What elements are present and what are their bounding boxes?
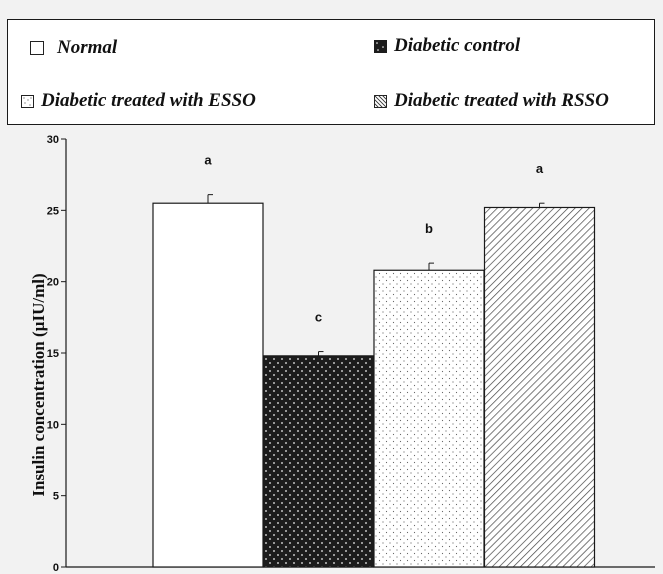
legend-label: Diabetic treated with ESSO — [41, 90, 256, 111]
y-tick-label: 10 — [47, 419, 59, 431]
bar — [152, 202, 264, 568]
y-tick-label: 30 — [47, 134, 59, 146]
significance-letter: a — [204, 153, 212, 168]
legend: Normal Diabetic control Diabetic treated… — [7, 19, 655, 125]
legend-label: Normal — [57, 37, 118, 58]
legend-item-diabetic-control: Diabetic control — [374, 35, 520, 57]
significance-letter: b — [425, 221, 433, 236]
legend-swatch-diagonal-hatch — [374, 94, 387, 108]
y-axis-label: Insulin concentration (µIU/ml) — [29, 273, 48, 496]
legend-swatch-white — [30, 41, 44, 55]
legend-swatch-dark-dots — [374, 39, 387, 53]
y-tick-label: 15 — [47, 348, 59, 360]
y-tick-label: 25 — [47, 205, 59, 217]
significance-letter: a — [536, 161, 544, 176]
significance-letter: c — [315, 310, 322, 325]
y-tick-label: 0 — [53, 562, 59, 574]
legend-item-normal: Normal — [30, 37, 117, 59]
bar — [262, 355, 375, 568]
legend-item-esso: Diabetic treated with ESSO — [21, 90, 256, 112]
legend-swatch-light-dots — [21, 94, 34, 108]
bar — [483, 206, 596, 568]
bar — [373, 269, 485, 568]
legend-item-rsso: Diabetic treated with RSSO — [374, 90, 609, 112]
y-tick-label: 20 — [47, 277, 59, 289]
legend-label: Diabetic control — [394, 35, 521, 56]
y-tick-label: 5 — [53, 491, 59, 503]
chart: Insulin concentration (µIU/ml) 0 5 10 15 20 2… — [29, 134, 655, 574]
legend-label: Diabetic treated with RSSO — [394, 90, 609, 111]
